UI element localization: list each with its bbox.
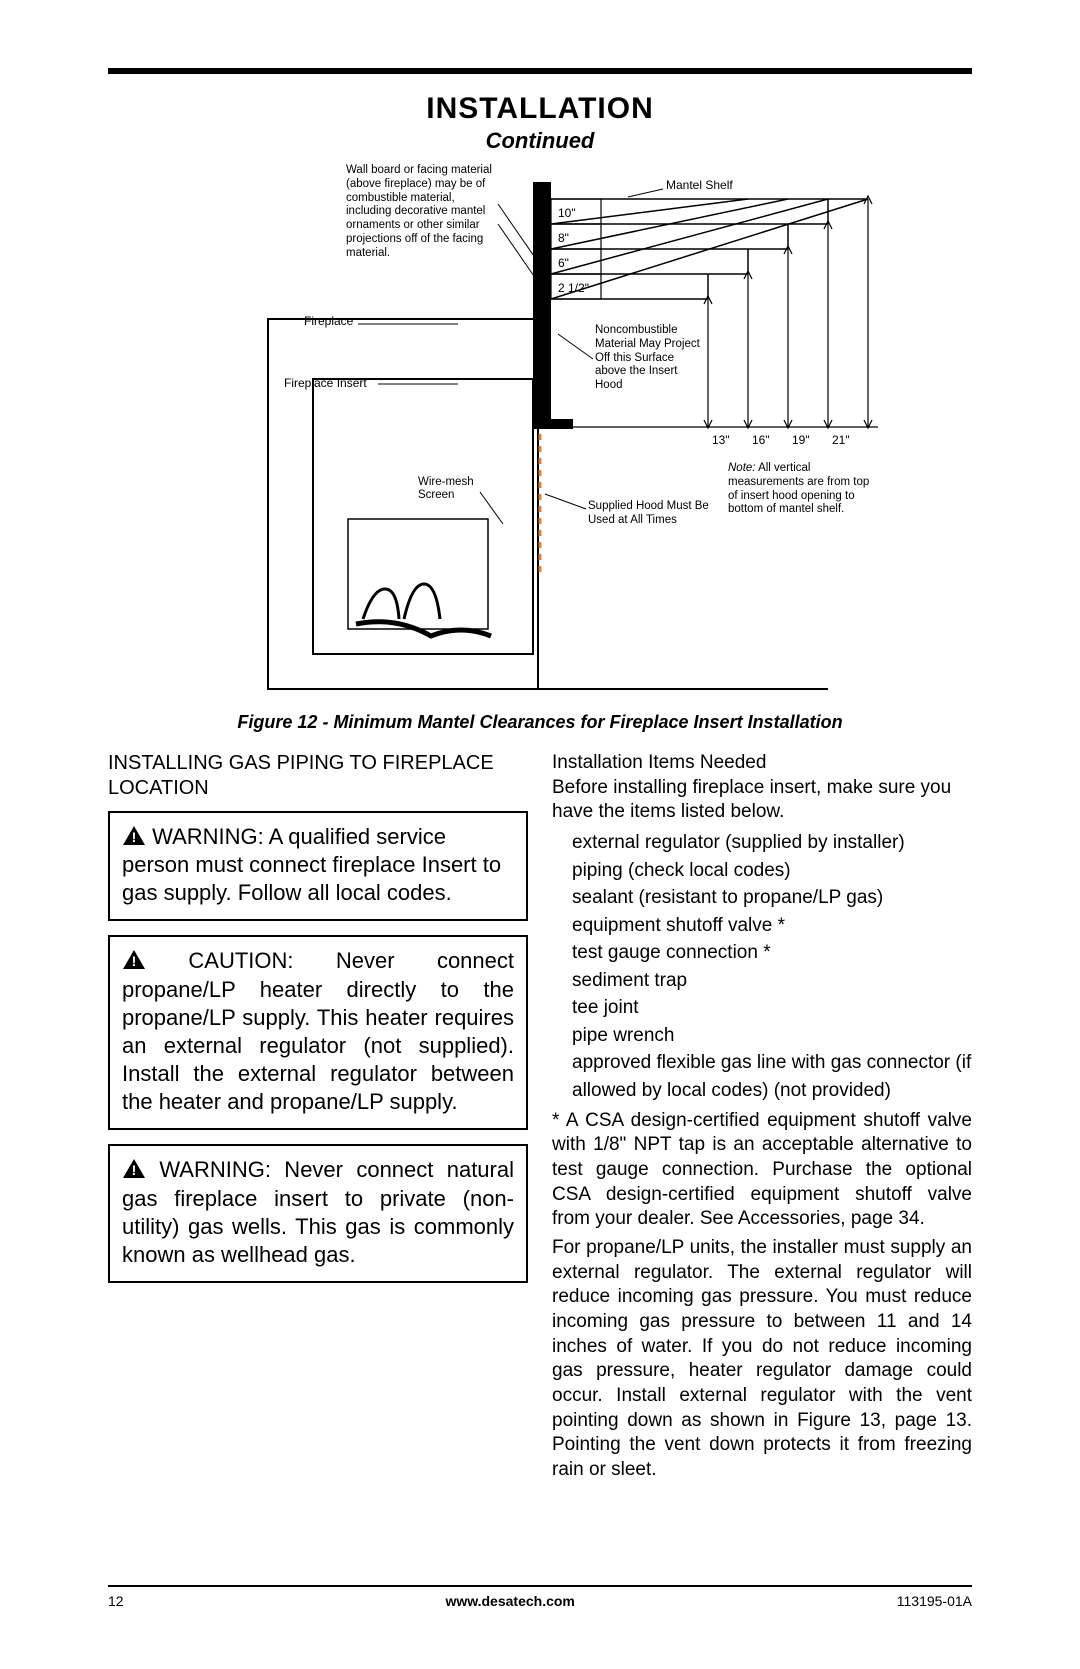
list-item: test gauge connection * [572, 939, 972, 967]
warning-box-2: ! CAUTION: Never connect propane/LP heat… [108, 935, 528, 1130]
label-supplied-hood: Supplied Hood Must Be Used at All Times [588, 500, 723, 528]
label-mantel-shelf: Mantel Shelf [666, 178, 733, 192]
left-heading: INSTALLING GAS PIPING TO FIREPLACE LOCAT… [108, 751, 528, 801]
page-footer: 12 www.desatech.com 113195-01A [108, 1585, 972, 1609]
list-item: piping (check local codes) [572, 857, 972, 885]
csa-note: * A CSA design-certified equipment shuto… [552, 1109, 972, 1232]
dim-13: 13" [712, 433, 730, 447]
list-item: sediment trap [572, 967, 972, 995]
dim-16: 16" [752, 433, 770, 447]
page-title: INSTALLATION [108, 92, 972, 126]
content-columns: INSTALLING GAS PIPING TO FIREPLACE LOCAT… [108, 751, 972, 1483]
step-8: 8" [558, 231, 569, 245]
items-intro: Before installing fireplace insert, make… [552, 776, 972, 825]
warning-icon: ! [122, 949, 146, 970]
warning-box-3: ! WARNING: Never connect natural gas fir… [108, 1144, 528, 1283]
items-list: external regulator (supplied by installe… [552, 829, 972, 1104]
step-25: 2 1/2" [558, 281, 589, 295]
warning-3-text: WARNING: Never connect natural gas firep… [122, 1157, 514, 1266]
page-frame: INSTALLATION Continued [108, 68, 972, 1588]
warning-1-text: WARNING: A qualified service person must… [122, 824, 501, 905]
warning-icon: ! [122, 1158, 146, 1179]
list-item: approved flexible gas line with gas conn… [572, 1049, 972, 1104]
dim-21: 21" [832, 433, 850, 447]
list-item: external regulator (supplied by installe… [572, 829, 972, 857]
items-heading: Installation Items Needed [552, 751, 972, 776]
figure-caption: Figure 12 - Minimum Mantel Clearances fo… [108, 712, 972, 733]
list-item: tee joint [572, 994, 972, 1022]
svg-text:!: ! [132, 953, 137, 969]
warning-box-1: ! WARNING: A qualified service person mu… [108, 811, 528, 921]
label-wallboard: Wall board or facing material (above fir… [346, 164, 501, 261]
footer-url: www.desatech.com [445, 1593, 574, 1609]
page-subtitle: Continued [108, 128, 972, 154]
step-6: 6" [558, 256, 569, 270]
warning-icon: ! [122, 825, 146, 846]
footer-page: 12 [108, 1593, 124, 1609]
step-10: 10" [558, 206, 576, 220]
label-fireplace-insert: Fireplace Insert [284, 376, 367, 390]
list-item: equipment shutoff valve * [572, 912, 972, 940]
propane-para: For propane/LP units, the installer must… [552, 1236, 972, 1483]
warning-2-text: CAUTION: Never connect propane/LP heater… [122, 948, 514, 1114]
svg-text:!: ! [132, 1162, 137, 1178]
list-item: pipe wrench [572, 1022, 972, 1050]
dim-19: 19" [792, 433, 810, 447]
list-item: sealant (resistant to propane/LP gas) [572, 884, 972, 912]
svg-text:!: ! [132, 829, 137, 845]
label-note-prefix: Note: [728, 462, 756, 474]
label-noncombustible: Noncombustible Material May Project Off … [595, 324, 705, 393]
figure-12-diagram: 10" 8" 6" 2 1/2" [108, 164, 972, 704]
label-fireplace: Fireplace [304, 314, 353, 328]
left-column: INSTALLING GAS PIPING TO FIREPLACE LOCAT… [108, 751, 528, 1483]
right-column: Installation Items Needed Before install… [552, 751, 972, 1483]
footer-doc: 113195-01A [897, 1593, 972, 1609]
label-wiremesh: Wire-mesh Screen [418, 476, 488, 502]
